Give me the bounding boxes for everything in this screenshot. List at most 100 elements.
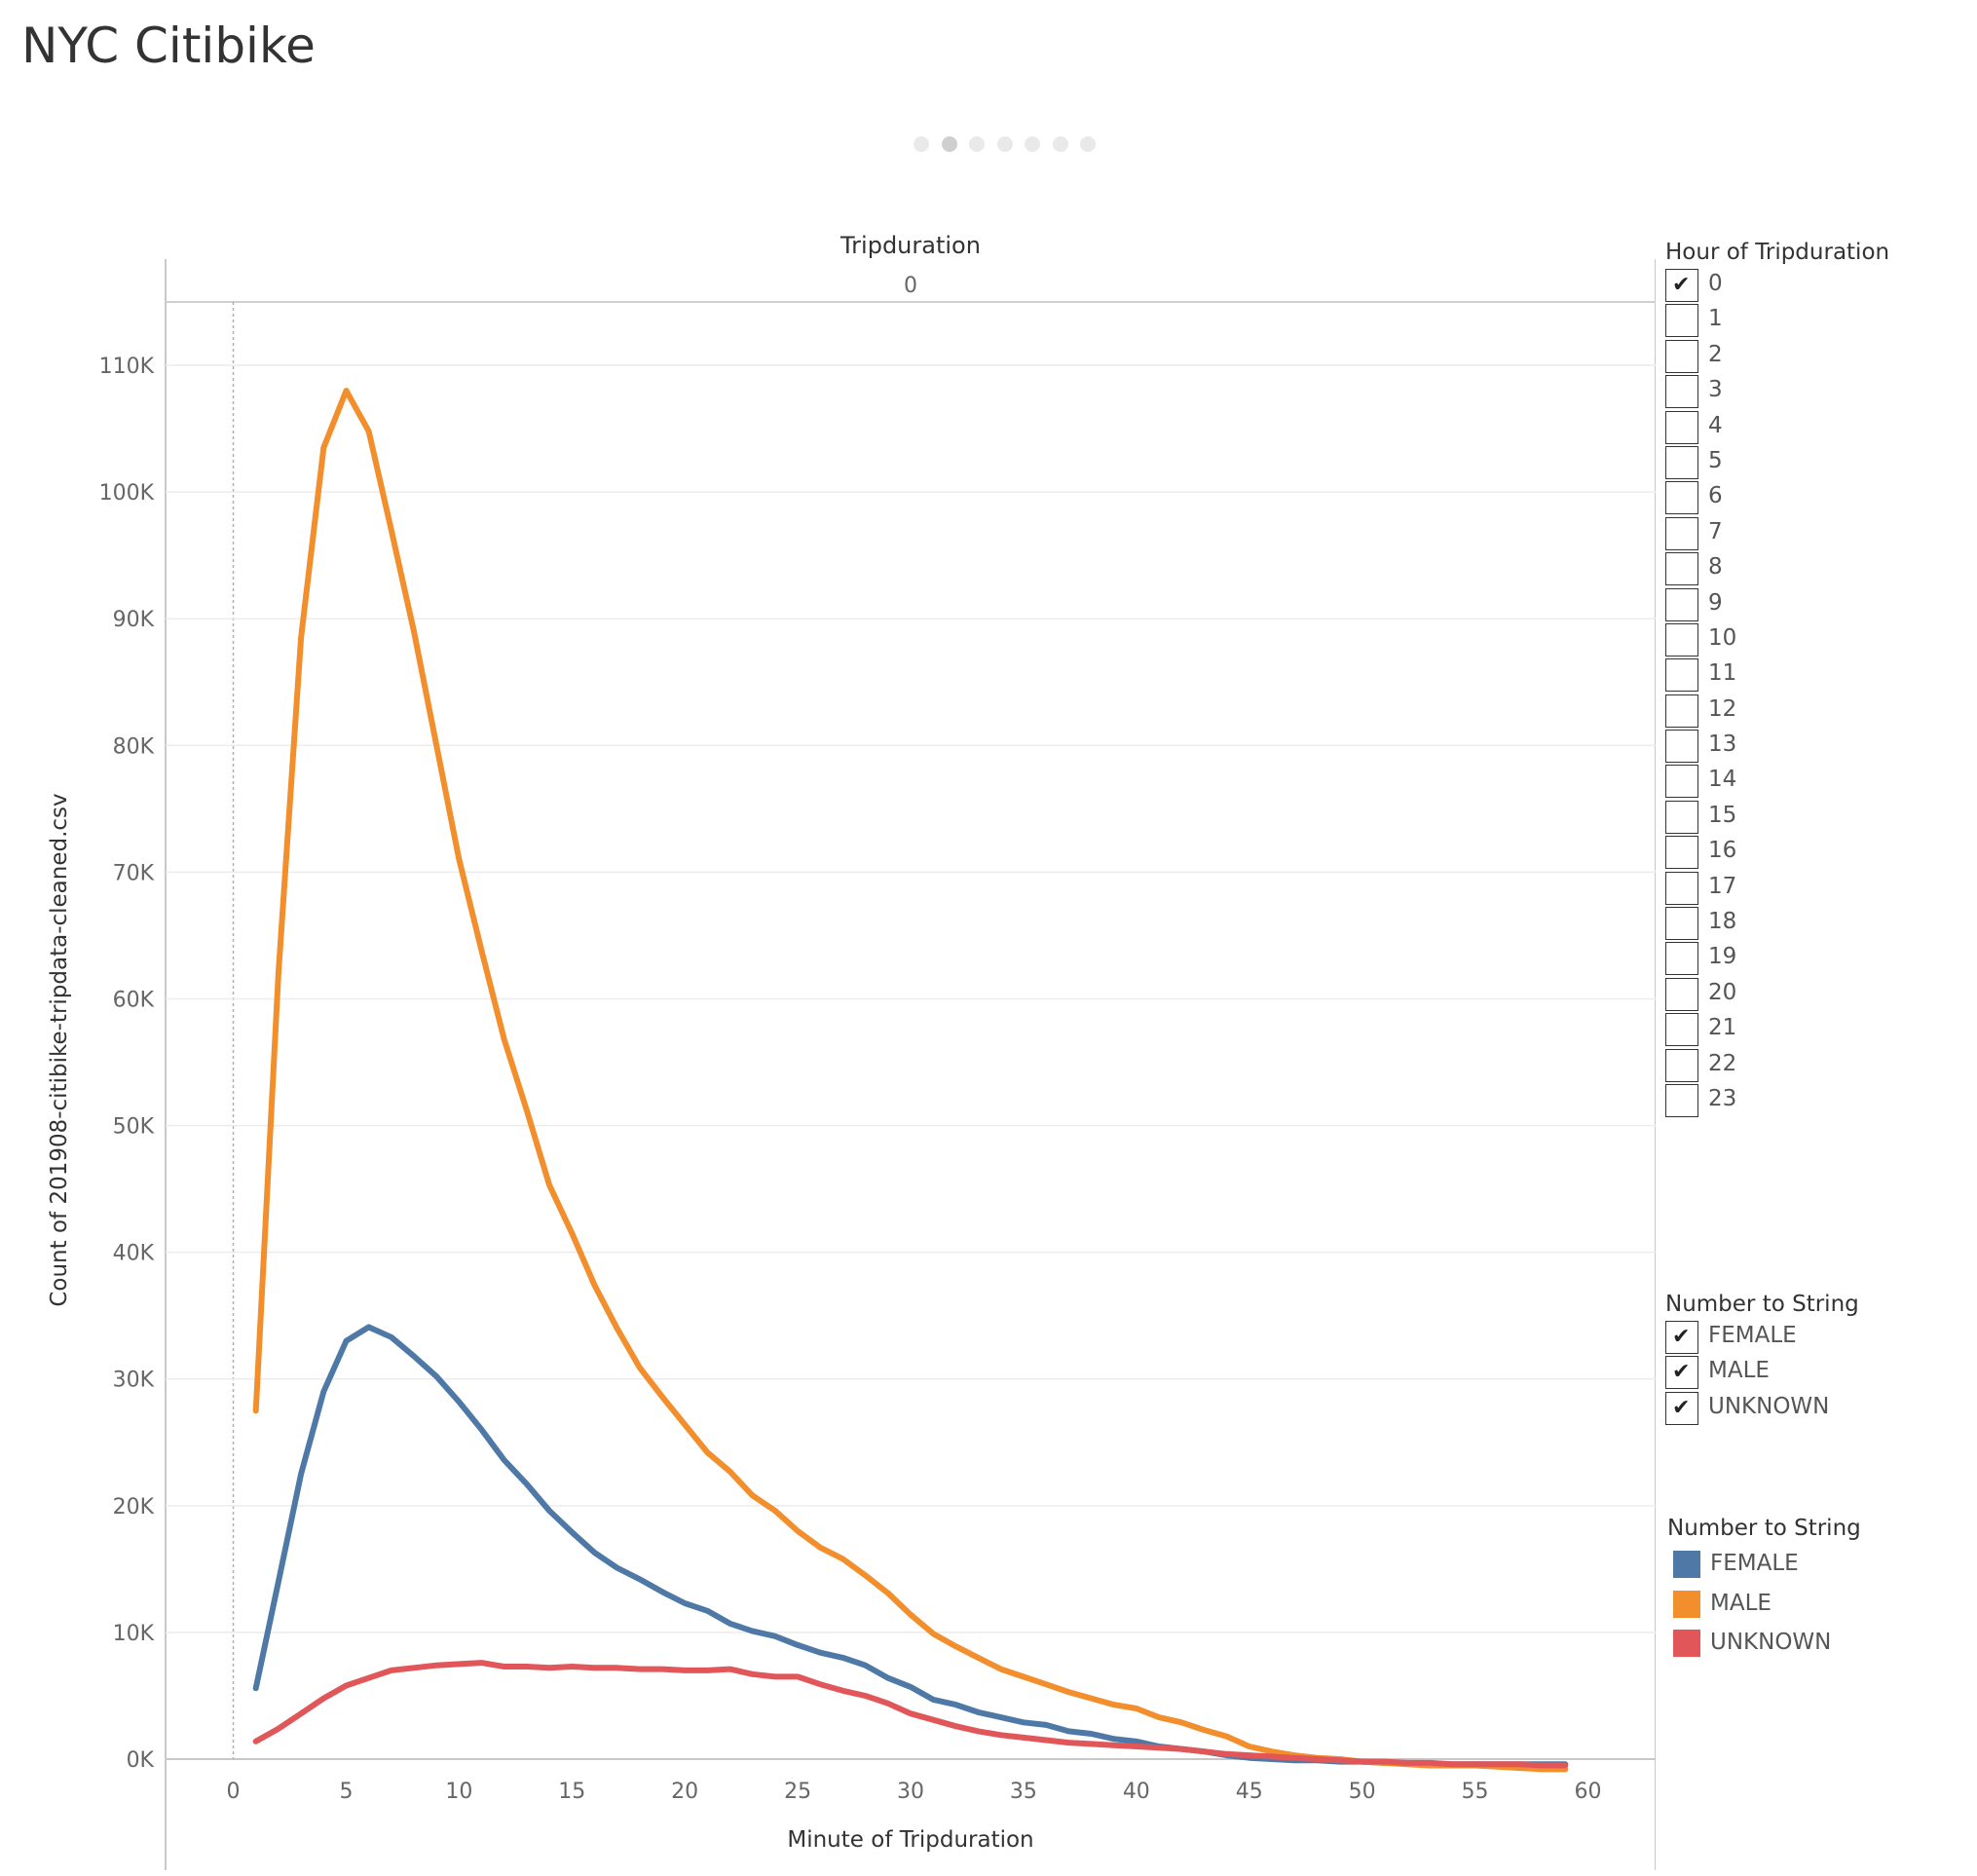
hour-filter-checkbox[interactable] xyxy=(1665,304,1698,338)
hour-filter-checkbox[interactable] xyxy=(1665,410,1698,444)
hour-filter-option[interactable]: 9 xyxy=(1665,587,1889,623)
y-axis-title: Count of 201908-citibike-tripdata-cleane… xyxy=(47,793,72,1306)
chart-gridlines xyxy=(166,364,1656,1633)
gender-filter-checkbox[interactable]: ✔ xyxy=(1665,1356,1698,1390)
gender-filter-option[interactable]: ✔ UNKNOWN xyxy=(1665,1391,1859,1427)
hour-filter-checkbox[interactable] xyxy=(1665,836,1698,870)
hour-filter-option[interactable]: 7 xyxy=(1665,516,1889,552)
hour-filter-checkbox[interactable] xyxy=(1665,800,1698,834)
y-tick-label: 50K xyxy=(113,1115,155,1140)
hour-filter-checkbox[interactable] xyxy=(1665,694,1698,728)
hour-filter-checkbox[interactable] xyxy=(1665,552,1698,586)
x-tick-label: 15 xyxy=(558,1780,585,1804)
hour-filter-option[interactable]: 8 xyxy=(1665,552,1889,587)
hour-filter-option[interactable]: 3 xyxy=(1665,375,1889,410)
hour-filter-checkbox[interactable] xyxy=(1665,1013,1698,1047)
hour-filter-option[interactable]: 10 xyxy=(1665,622,1889,658)
hour-filter-option[interactable]: 15 xyxy=(1665,800,1889,836)
hour-filter-option[interactable]: 18 xyxy=(1665,907,1889,942)
gender-filter-option[interactable]: ✔ MALE xyxy=(1665,1356,1859,1391)
hour-filter-label: 2 xyxy=(1708,341,1723,367)
checkmark-icon: ✔ xyxy=(1672,273,1691,297)
hour-filter-option[interactable]: 16 xyxy=(1665,836,1889,871)
hour-filter-label: 22 xyxy=(1708,1050,1737,1076)
hour-filter-label: 6 xyxy=(1708,483,1723,509)
y-tick-label: 20K xyxy=(113,1495,155,1520)
hour-filter-option[interactable]: 11 xyxy=(1665,658,1889,694)
color-legend-item[interactable]: MALE xyxy=(1667,1587,1861,1627)
x-axis-title: Minute of Tripduration xyxy=(787,1827,1033,1853)
hour-filter-checkbox[interactable] xyxy=(1665,658,1698,693)
pagination-dot[interactable] xyxy=(969,136,985,152)
y-tick-label: 40K xyxy=(113,1242,155,1266)
hour-filter-checkbox[interactable] xyxy=(1665,481,1698,515)
hour-filter-checkbox[interactable] xyxy=(1665,587,1698,621)
pagination-dot[interactable] xyxy=(1052,136,1068,152)
y-tick-label: 0K xyxy=(127,1748,155,1773)
hour-filter-option[interactable]: 4 xyxy=(1665,410,1889,446)
color-legend-item[interactable]: UNKNOWN xyxy=(1667,1626,1861,1666)
y-tick-label: 90K xyxy=(113,608,155,632)
hour-filter-option[interactable]: ✔ 0 xyxy=(1665,269,1889,304)
color-legend-item[interactable]: FEMALE xyxy=(1667,1547,1861,1587)
hour-filter-option[interactable]: 23 xyxy=(1665,1083,1889,1119)
hour-filter-checkbox[interactable] xyxy=(1665,765,1698,799)
hour-filter-option[interactable]: 20 xyxy=(1665,977,1889,1013)
hour-filter-label: 11 xyxy=(1708,660,1737,687)
hour-filter-label: 20 xyxy=(1708,979,1737,1005)
hour-filter-option[interactable]: 5 xyxy=(1665,445,1889,481)
hour-filter-option[interactable]: 2 xyxy=(1665,339,1889,375)
pagination-dot[interactable] xyxy=(996,136,1013,152)
gender-filter: Number to String ✔ FEMALE ✔ MALE ✔ UNKNOWN xyxy=(1665,1292,1859,1427)
hour-filter-label: 8 xyxy=(1708,554,1723,581)
hour-filter-checkbox[interactable] xyxy=(1665,871,1698,905)
hour-filter-checkbox[interactable] xyxy=(1665,730,1698,764)
pagination-dot[interactable] xyxy=(1025,136,1040,152)
page-title: NYC Citibike xyxy=(21,18,316,74)
pagination-dot[interactable] xyxy=(914,136,929,152)
hour-filter-checkbox[interactable] xyxy=(1665,375,1698,409)
line-chart: Tripduration 0 0K 10K 20K 30K 40K 50K 60K 70K 80K 9… xyxy=(47,232,1656,1870)
gender-filter-title: Number to String xyxy=(1665,1292,1859,1317)
hour-filter-checkbox[interactable] xyxy=(1665,1048,1698,1082)
hour-filter-option[interactable]: 21 xyxy=(1665,1013,1889,1048)
gender-filter-checkbox[interactable]: ✔ xyxy=(1665,1391,1698,1425)
x-tick-label: 25 xyxy=(784,1780,811,1804)
color-legend-label: MALE xyxy=(1710,1590,1772,1616)
y-tick-label: 70K xyxy=(113,861,155,885)
x-tick-label: 30 xyxy=(897,1780,924,1804)
hour-filter-option[interactable]: 1 xyxy=(1665,304,1889,339)
pagination-dot[interactable] xyxy=(941,136,957,152)
hour-filter-checkbox[interactable] xyxy=(1665,622,1698,657)
gender-filter-checkbox[interactable]: ✔ xyxy=(1665,1321,1698,1354)
hour-filter-checkbox[interactable] xyxy=(1665,339,1698,373)
color-legend-label: FEMALE xyxy=(1710,1551,1799,1576)
y-tick-label: 110K xyxy=(99,355,155,379)
hour-filter-checkbox[interactable] xyxy=(1665,445,1698,479)
color-swatch xyxy=(1673,1551,1700,1578)
y-tick-label: 10K xyxy=(113,1622,155,1646)
color-legend-label: UNKNOWN xyxy=(1710,1630,1832,1655)
hour-filter-checkbox[interactable] xyxy=(1665,907,1698,941)
hour-filter-label: 5 xyxy=(1708,447,1723,473)
hour-filter-label: 4 xyxy=(1708,412,1723,438)
hour-filter-label: 16 xyxy=(1708,838,1737,864)
hour-filter-option[interactable]: 6 xyxy=(1665,481,1889,516)
hour-filter-option[interactable]: 19 xyxy=(1665,942,1889,977)
hour-filter-checkbox[interactable]: ✔ xyxy=(1665,269,1698,302)
hour-filter-option[interactable]: 17 xyxy=(1665,871,1889,907)
hour-filter-option[interactable]: 14 xyxy=(1665,765,1889,800)
hour-filter-option[interactable]: 13 xyxy=(1665,730,1889,765)
hour-filter-checkbox[interactable] xyxy=(1665,942,1698,976)
hour-filter-checkbox[interactable] xyxy=(1665,1083,1698,1117)
pagination-dot[interactable] xyxy=(1080,136,1096,152)
hour-filter-checkbox[interactable] xyxy=(1665,516,1698,550)
hour-filter-checkbox[interactable] xyxy=(1665,977,1698,1011)
gender-filter-label: MALE xyxy=(1708,1358,1770,1384)
gender-filter-option[interactable]: ✔ FEMALE xyxy=(1665,1321,1859,1356)
x-tick-label: 45 xyxy=(1236,1780,1263,1804)
hour-filter-option[interactable]: 22 xyxy=(1665,1048,1889,1084)
color-swatch xyxy=(1673,1590,1700,1618)
hour-filter-option[interactable]: 12 xyxy=(1665,694,1889,730)
series-line-unknown xyxy=(252,1660,1569,1769)
